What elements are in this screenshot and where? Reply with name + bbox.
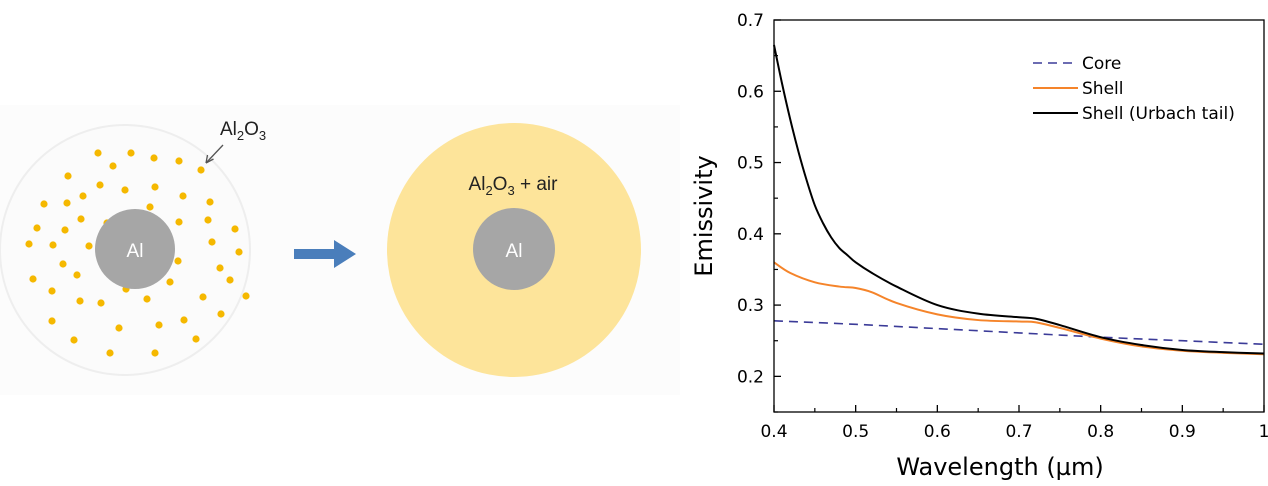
callout-arrow-line [205,144,224,164]
x-tick-label: 0.8 [1087,422,1114,442]
alumina-particle-dot [226,276,234,284]
alumina-particle-dot [64,172,72,180]
x-tick-label: 0.5 [842,422,869,442]
alumina-particle-dot [79,192,87,200]
alumina-particle-dot [121,186,129,194]
alumina-particle-dot [208,238,216,246]
alumina-particle-dot [94,149,102,157]
alumina-particle-dot [77,215,85,223]
alumina-particle-dot [175,218,183,226]
x-tick-label: 0.9 [1169,422,1196,442]
alumina-particle-dot [143,295,151,303]
callout-arrowhead-icon [205,154,214,164]
alumina-particle-dot [48,287,56,295]
core-label-left: Al [127,241,144,262]
alumina-particle-dot [48,317,56,325]
series-line-core [773,319,1265,346]
alumina-particle-dot [216,264,224,272]
alumina-particle-dot [180,316,188,324]
alumina-particle-dot [174,257,182,265]
alumina-particle-dot [151,183,159,191]
legend-label: Core [1082,54,1121,74]
alumina-particle-dot [166,278,174,286]
y-axis-label: Emissivity [690,155,718,276]
y-tick-label: 0.6 [737,82,764,102]
aluminum-core-left [95,209,175,289]
alumina-particle-dot [242,292,250,300]
alumina-particle-dot [109,162,117,170]
alumina-particle-dot [151,349,159,357]
alumina-particle-dot [115,324,123,332]
transform-arrow-icon [294,240,356,268]
alumina-particle-dot [231,225,239,233]
alumina-particle-dot [235,248,243,256]
alumina-particle-dot [25,240,33,248]
alumina-particle-dot [155,321,163,329]
alumina-particle-dot [192,335,200,343]
alumina-particle-dot [73,271,81,279]
y-tick-label: 0.7 [737,11,764,31]
alumina-particle-dot [197,166,205,174]
x-tick-label: 1 [1259,422,1268,442]
alumina-particle-dot [61,226,69,234]
series-line-shell [773,261,1265,356]
alumina-particle-dot [206,198,214,206]
alumina-particle-dot [96,181,104,189]
x-axis-label: Wavelength (µm) [896,453,1103,481]
schematic-panel: Al Al2O3 Al Al2O3 + air [0,105,680,395]
x-tick-label: 0.6 [924,422,951,442]
aluminum-core-right [473,208,555,290]
legend-label: Shell [1082,79,1123,99]
axis-ticks: 0.4 0.5 0.6 0.7 0.8 0.9 1 0.2 0.3 0.4 0.5 0.6 0.7 [737,11,1268,442]
y-tick-label: 0.4 [737,225,764,245]
series-line-shell-urbach-tail [773,44,1265,355]
y-tick-label: 0.2 [737,367,764,387]
alumina-label: Al2O3 [220,119,266,143]
alumina-particle-dot [70,336,78,344]
y-tick-label: 0.3 [737,296,764,316]
alumina-particle-dot [29,275,37,283]
y-tick-label: 0.5 [737,154,764,174]
alumina-particle-dot [204,216,212,224]
emissivity-chart: 0.4 0.5 0.6 0.7 0.8 0.9 1 0.2 0.3 0.4 0.5 0.6 0.7 Wa… [690,11,1268,481]
x-tick-label: 0.4 [760,422,787,442]
alumina-particle-dot [106,349,114,357]
legend: Core Shell Shell (Urbach tail) [1033,54,1235,124]
alumina-particle-dot [97,299,105,307]
alumina-particle-dot [85,242,93,250]
x-tick-label: 0.7 [1005,422,1032,442]
alumina-particle-dot [49,241,57,249]
alumina-particle-dot [127,149,135,157]
alumina-particle-dot [76,297,84,305]
alumina-particle-dot [217,310,225,318]
plot-frame [773,19,1265,413]
alumina-particle-dot [59,260,67,268]
alumina-particle-dot [33,224,41,232]
alumina-particle-dot [175,157,183,165]
alumina-particle-dot [40,200,48,208]
legend-label: Shell (Urbach tail) [1082,104,1235,124]
alumina-particle-dot [199,293,207,301]
alumina-particle-dot [150,154,158,162]
alumina-particle-dot [146,203,154,211]
alumina-particle-dot [179,192,187,200]
core-label-right: Al [506,241,523,262]
shell-label: Al2O3 + air [469,174,559,198]
alumina-particle-dot [63,199,71,207]
plot-lines [773,44,1265,356]
